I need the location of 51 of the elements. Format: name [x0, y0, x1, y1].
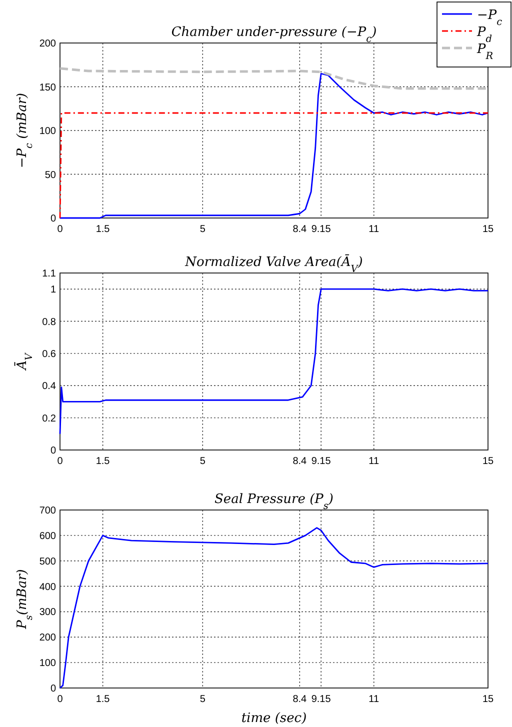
line-series	[59, 288, 489, 435]
x-tick-label: 8.4	[292, 456, 308, 467]
y-tick-label: 50	[44, 170, 56, 181]
y-tick-label: 300	[39, 607, 56, 618]
y-tick-label: 0	[50, 684, 56, 694]
chart-title: Normalized Valve Area(Ā$_{V}$)	[184, 254, 363, 274]
legend-label: P$_{d}$	[476, 25, 492, 44]
y-tick-label: 0.6	[42, 348, 56, 360]
y-tick-label: 500	[39, 556, 56, 568]
y-tick-label: 0.8	[42, 316, 56, 328]
legend-label: −P$_{c}$	[477, 8, 503, 28]
x-tick-label: 15	[482, 224, 494, 235]
y-tick-label: 0.2	[42, 413, 56, 424]
x-tick-label: 9.15	[311, 224, 332, 235]
y-tick-label: 400	[39, 582, 56, 593]
chart-title: Chamber under-pressure (−P$_{c}$)	[171, 25, 377, 44]
y-tick-label: 150	[39, 82, 56, 94]
x-tick-label: 5	[200, 456, 206, 467]
x-tick-label: 15	[482, 456, 494, 467]
y-tick-label: 100	[39, 126, 56, 137]
y-tick-label: 1.1	[42, 268, 56, 280]
x-tick-label: 9.15	[311, 694, 332, 705]
chart-title: Seal Pressure (P$_{s}$)	[214, 492, 334, 512]
x-tick-label: 8.4	[292, 694, 308, 705]
x-axis-title: time (sec)	[241, 711, 307, 726]
x-tick-label: 11	[368, 694, 380, 705]
line-series	[59, 72, 489, 219]
x-tick-label: 0	[57, 694, 64, 705]
x-tick-label: 15	[482, 694, 494, 705]
y-tick-label: 700	[39, 506, 56, 516]
line-series	[59, 527, 489, 689]
y-tick-label: 1	[50, 284, 56, 296]
x-tick-label: 9.15	[311, 456, 332, 467]
x-tick-label: 8.4	[292, 224, 308, 235]
y-tick-label: 0	[50, 446, 56, 456]
legend-label: P$_{R}$	[476, 42, 494, 62]
x-tick-label: 1.5	[96, 224, 110, 235]
x-tick-label: 11	[368, 224, 380, 235]
y-tick-label: 0	[50, 214, 56, 224]
x-tick-label: 5	[200, 694, 206, 705]
y-tick-label: 600	[39, 530, 56, 542]
x-tick-label: 11	[368, 456, 380, 467]
x-tick-label: 0	[57, 224, 64, 235]
y-tick-label: 0.4	[42, 381, 56, 392]
y-tick-label: 200	[39, 38, 56, 50]
x-tick-label: 1.5	[96, 694, 110, 705]
x-tick-label: 5	[200, 224, 206, 235]
y-tick-label: 200	[39, 632, 56, 644]
y-tick-label: 100	[39, 658, 56, 670]
x-tick-label: 1.5	[96, 456, 110, 467]
x-tick-label: 0	[57, 456, 64, 467]
